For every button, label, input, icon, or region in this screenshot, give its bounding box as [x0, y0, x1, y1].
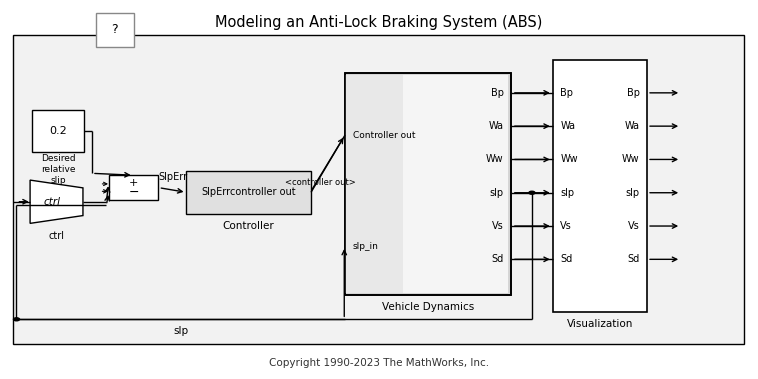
Text: Vehicle Dynamics: Vehicle Dynamics [382, 302, 475, 312]
Text: 0.2: 0.2 [49, 126, 67, 136]
Bar [13, 35, 744, 344]
Text: Bp: Bp [490, 88, 503, 98]
Polygon shape [30, 180, 83, 223]
Text: ?: ? [111, 23, 118, 36]
Text: Visualization: Visualization [567, 319, 633, 329]
Text: <controller out>: <controller out> [285, 179, 356, 188]
Text: Ww: Ww [560, 154, 578, 164]
Text: ctrl: ctrl [44, 197, 61, 207]
Text: Desired
relative
slip: Desired relative slip [41, 154, 75, 185]
Bar [553, 60, 647, 312]
Text: slp: slp [560, 188, 575, 198]
Text: −: − [128, 185, 139, 199]
Text: slp: slp [490, 188, 503, 198]
Text: Wa: Wa [489, 121, 503, 131]
Text: +: + [129, 178, 138, 188]
Text: Bp: Bp [560, 88, 573, 98]
Bar [108, 175, 158, 200]
Text: Wa: Wa [560, 121, 575, 131]
Text: Ww: Ww [486, 154, 503, 164]
Text: Vs: Vs [560, 221, 572, 231]
Bar [345, 73, 511, 295]
Text: Vs: Vs [492, 221, 503, 231]
Text: slp: slp [173, 326, 188, 336]
Bar [32, 111, 84, 152]
Text: Wa: Wa [625, 121, 640, 131]
Text: controller out: controller out [230, 187, 296, 197]
Text: Modeling an Anti-Lock Braking System (ABS): Modeling an Anti-Lock Braking System (AB… [215, 14, 543, 30]
Bar [186, 171, 311, 214]
Text: Vs: Vs [628, 221, 640, 231]
Bar [403, 75, 508, 293]
Text: Sd: Sd [491, 254, 503, 264]
Text: Bp: Bp [627, 88, 640, 98]
Circle shape [14, 318, 20, 321]
Bar [96, 13, 133, 47]
Text: Controller: Controller [223, 221, 274, 232]
Text: Sd: Sd [628, 254, 640, 264]
Text: Controller out: Controller out [352, 130, 415, 139]
Text: ctrl: ctrl [49, 231, 64, 241]
Text: slp: slp [625, 188, 640, 198]
Bar [345, 73, 511, 295]
Circle shape [529, 191, 535, 194]
Text: Copyright 1990-2023 The MathWorks, Inc.: Copyright 1990-2023 The MathWorks, Inc. [269, 358, 489, 368]
Text: Ww: Ww [622, 154, 640, 164]
Text: SlpErr: SlpErr [202, 187, 230, 197]
Text: SlpErr: SlpErr [158, 172, 187, 182]
Text: slp_in: slp_in [352, 241, 378, 251]
Bar [345, 75, 508, 293]
Text: Sd: Sd [560, 254, 572, 264]
